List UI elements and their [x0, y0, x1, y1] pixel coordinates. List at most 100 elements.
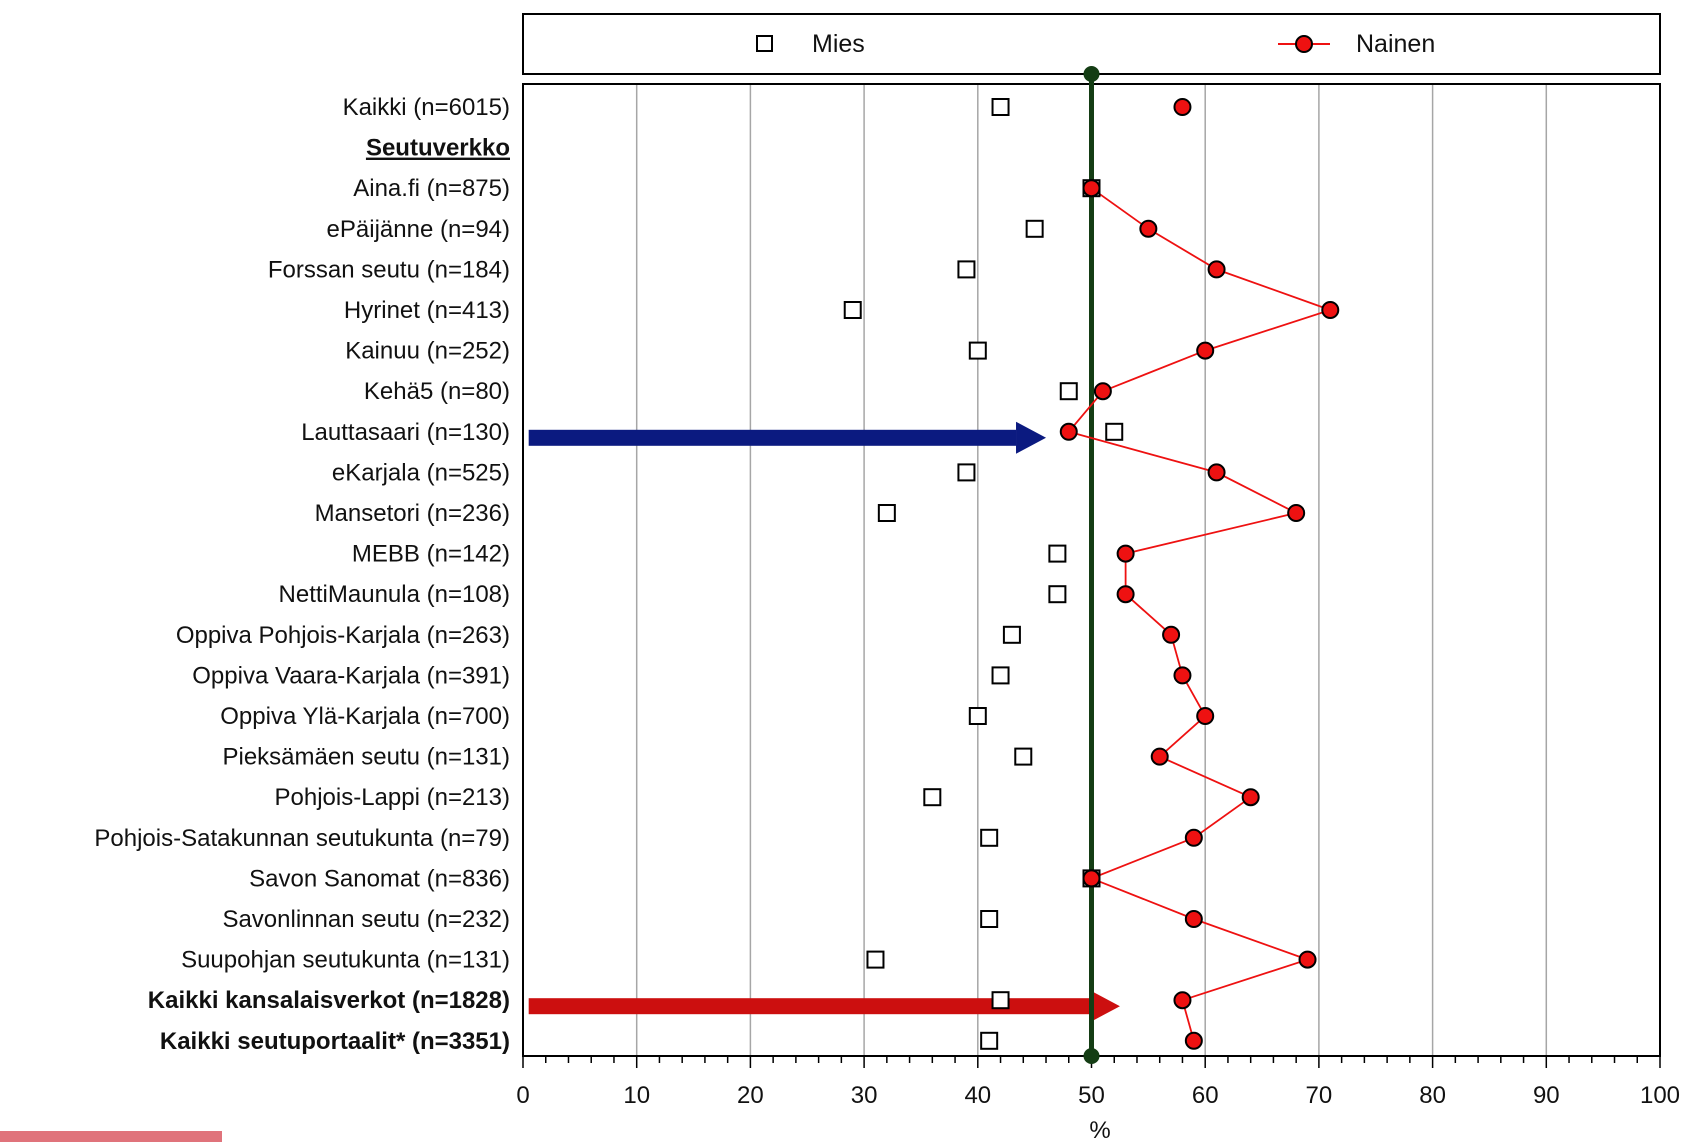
category-label: Oppiva Vaara-Karjala (n=391) — [192, 662, 510, 689]
nainen-point — [1082, 179, 1101, 198]
nainen-point — [1196, 341, 1215, 360]
legend-box — [522, 13, 1661, 75]
nainen-point — [1196, 707, 1215, 725]
category-label: eKarjala (n=525) — [332, 459, 510, 486]
nainen-point — [1162, 625, 1181, 644]
category-label: Lauttasaari (n=130) — [301, 419, 510, 446]
mies-point — [991, 666, 1010, 685]
mies-point — [991, 98, 1010, 116]
nainen-point — [1059, 422, 1078, 441]
nainen-point — [1173, 666, 1192, 685]
arrow-head — [1016, 421, 1047, 454]
reference-line — [1083, 66, 1100, 1064]
mies-point — [1048, 585, 1067, 604]
category-label: Forssan seutu (n=184) — [268, 256, 510, 283]
mies-point — [957, 260, 976, 279]
mies-point — [877, 504, 896, 522]
category-label: Kaikki kansalaisverkot (n=1828) — [148, 987, 510, 1014]
nainen-point — [1184, 828, 1203, 847]
category-label: Oppiva Pohjois-Karjala (n=263) — [176, 622, 510, 649]
reference-line-top-dot — [1083, 66, 1100, 82]
legend-nainen-label: Nainen — [1356, 30, 1435, 58]
legend: Mies Nainen — [756, 30, 1435, 58]
x-tick-label: 90 — [1533, 1082, 1560, 1109]
mies-point — [1014, 747, 1033, 766]
mies-point — [1105, 422, 1124, 441]
mies-point — [866, 950, 885, 969]
nainen-point — [1093, 382, 1112, 401]
mies-point — [980, 828, 999, 847]
nainen-point — [1207, 463, 1226, 482]
corner-accent-bar — [0, 1131, 222, 1142]
mies-point — [991, 991, 1010, 1010]
x-axis: 0 10 20 30 40 50 60 70 80 90 100 — [516, 1056, 1680, 1109]
category-label: Oppiva Ylä-Karjala (n=700) — [220, 703, 510, 730]
nainen-line — [1067, 187, 1334, 1042]
mies-point — [968, 707, 987, 725]
category-label: Seutuverkko — [366, 135, 510, 162]
nainen-point — [1241, 788, 1260, 807]
legend-mies-marker — [756, 35, 773, 52]
category-label: MEBB (n=142) — [352, 541, 510, 568]
nainen-point — [1207, 260, 1226, 279]
nainen-point — [1173, 98, 1192, 116]
category-label: ePäijänne (n=94) — [327, 216, 510, 243]
mies-point — [1002, 625, 1021, 644]
mies-point — [1025, 219, 1044, 238]
category-label: NettiMaunula (n=108) — [279, 581, 510, 608]
mies-point — [843, 301, 862, 319]
category-label: Kaikki (n=6015) — [343, 94, 510, 121]
nainen-point — [1116, 585, 1135, 604]
x-tick-label: 60 — [1192, 1082, 1219, 1109]
category-label: Kaikki seutuportaalit* (n=3351) — [160, 1028, 510, 1055]
x-tick-label: 40 — [964, 1082, 991, 1109]
nainen-point — [1082, 869, 1101, 888]
nainen-point — [1287, 504, 1306, 522]
category-label: Kehä5 (n=80) — [364, 378, 510, 405]
series — [843, 98, 1340, 1050]
x-axis-title: % — [1089, 1117, 1110, 1142]
x-tick-label: 80 — [1419, 1082, 1446, 1109]
category-label: Pieksämäen seutu (n=131) — [222, 744, 510, 771]
category-label: Savonlinnan seutu (n=232) — [222, 906, 510, 933]
mies-point — [968, 341, 987, 360]
mies-point — [1048, 544, 1067, 563]
legend-nainen-marker — [1295, 35, 1313, 53]
nainen-point — [1184, 910, 1203, 928]
x-tick-label: 50 — [1078, 1082, 1105, 1109]
nainen-point — [1150, 747, 1169, 766]
mies-point — [980, 910, 999, 928]
arrow-shaft — [528, 998, 1090, 1015]
mies-point — [980, 1031, 999, 1050]
nainen-point — [1116, 544, 1135, 563]
legend-mies-label: Mies — [812, 30, 865, 58]
category-label: Pohjois-Satakunnan seutukunta (n=79) — [94, 825, 510, 852]
category-label: Pohjois-Lappi (n=213) — [275, 784, 511, 811]
category-label: Hyrinet (n=413) — [344, 297, 510, 324]
x-tick-label: 30 — [851, 1082, 878, 1109]
category-label: Savon Sanomat (n=836) — [249, 865, 510, 892]
mies-point — [923, 788, 942, 807]
category-label: Suupohjan seutukunta (n=131) — [181, 947, 510, 974]
x-tick-label: 20 — [737, 1082, 764, 1109]
category-labels: Kaikki (n=6015) Seutuverkko Aina.fi (n=875… — [94, 94, 510, 1055]
category-label: Kainuu (n=252) — [345, 338, 510, 365]
nainen-point — [1173, 991, 1192, 1010]
category-label: Aina.fi (n=875) — [353, 175, 510, 202]
x-tick-label: 100 — [1640, 1082, 1680, 1109]
nainen-point — [1298, 950, 1317, 969]
nainen-point — [1184, 1031, 1203, 1050]
reference-line-bottom-dot — [1083, 1048, 1100, 1064]
arrow-head — [1089, 990, 1120, 1023]
annotation-arrows — [528, 421, 1120, 1023]
x-tick-label: 10 — [623, 1082, 650, 1109]
category-label: Mansetori (n=236) — [315, 500, 510, 527]
mies-point — [1059, 382, 1078, 401]
nainen-point — [1321, 301, 1340, 319]
x-tick-label: 0 — [516, 1082, 529, 1109]
mies-point — [957, 463, 976, 482]
nainen-point — [1139, 219, 1158, 238]
arrow-shaft — [528, 429, 1017, 446]
x-tick-label: 70 — [1306, 1082, 1333, 1109]
